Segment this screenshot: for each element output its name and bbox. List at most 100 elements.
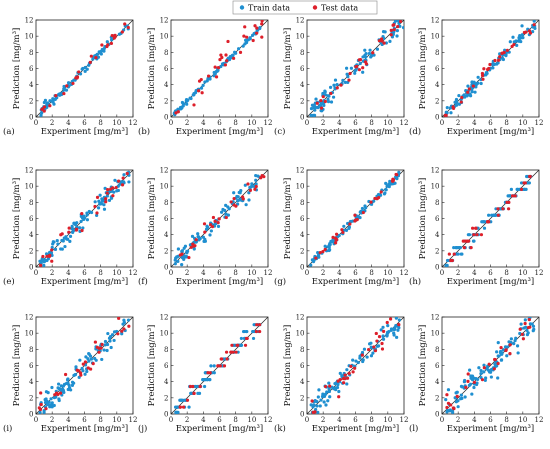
x-tick-label: 10 xyxy=(247,269,256,277)
train-point xyxy=(220,210,224,214)
train-point xyxy=(208,378,212,382)
train-point xyxy=(353,71,357,75)
train-point xyxy=(68,234,73,238)
test-point xyxy=(459,100,463,104)
train-point xyxy=(250,182,254,186)
test-point xyxy=(527,29,532,33)
test-point xyxy=(372,345,376,349)
y-tick-label: 2 xyxy=(29,247,33,255)
train-point xyxy=(316,253,321,257)
test-point xyxy=(65,84,69,88)
plot-area xyxy=(307,20,404,117)
y-tick-label: 0 xyxy=(300,264,304,272)
plot-area xyxy=(36,317,133,414)
test-point xyxy=(181,405,186,409)
train-point xyxy=(492,213,496,217)
y-tick-label: 12 xyxy=(25,314,34,322)
train-point xyxy=(212,70,216,75)
train-point xyxy=(456,399,460,403)
train-point xyxy=(372,199,376,203)
test-point xyxy=(523,181,527,185)
train-point xyxy=(85,218,90,222)
train-point xyxy=(51,99,55,103)
legend-test-marker xyxy=(312,5,318,10)
train-point xyxy=(199,86,204,90)
test-point xyxy=(185,398,190,402)
train-point xyxy=(311,113,315,117)
test-point xyxy=(349,364,353,368)
x-axis-label: Experiment [mg/m³] xyxy=(447,127,534,137)
train-point xyxy=(42,260,46,264)
y-tick-label: 4 xyxy=(164,81,169,89)
test-point xyxy=(389,33,393,37)
identity-line xyxy=(442,170,539,267)
train-point xyxy=(176,247,180,251)
y-tick-label: 4 xyxy=(435,378,440,386)
x-axis-label: Experiment [mg/m³] xyxy=(312,127,399,137)
test-point xyxy=(340,228,344,232)
train-point xyxy=(326,94,330,98)
test-point xyxy=(188,384,192,389)
test-point xyxy=(379,37,384,41)
x-tick-label: 4 xyxy=(66,119,71,127)
y-tick-label: 12 xyxy=(160,314,169,322)
train-point xyxy=(63,244,67,249)
test-point xyxy=(391,177,395,181)
train-point xyxy=(50,401,54,405)
test-point xyxy=(328,384,332,388)
test-point xyxy=(234,350,238,354)
test-point xyxy=(106,43,110,47)
test-point xyxy=(178,405,182,409)
train-point xyxy=(73,222,78,227)
train-point xyxy=(48,99,52,103)
test-point xyxy=(363,60,368,64)
x-tick-label: 0 xyxy=(34,119,38,127)
test-point xyxy=(507,200,511,204)
test-point xyxy=(510,194,515,198)
train-point xyxy=(482,220,486,224)
test-point xyxy=(206,371,210,375)
train-point xyxy=(401,26,404,30)
train-point xyxy=(470,392,474,396)
train-point xyxy=(318,404,322,408)
y-tick-label: 12 xyxy=(431,167,440,175)
train-point xyxy=(360,206,365,211)
test-point xyxy=(382,41,386,45)
test-point xyxy=(89,54,93,58)
x-tick-label: 12 xyxy=(535,119,544,127)
y-tick-label: 12 xyxy=(25,17,34,25)
train-point xyxy=(52,403,56,408)
test-point xyxy=(104,200,108,204)
train-point xyxy=(102,46,106,51)
test-point xyxy=(475,233,479,237)
train-point xyxy=(263,170,264,171)
train-point xyxy=(108,335,113,339)
train-point xyxy=(309,113,313,117)
x-tick-label: 8 xyxy=(369,269,373,277)
train-point xyxy=(241,44,245,48)
test-point xyxy=(480,74,485,78)
x-tick-label: 0 xyxy=(305,119,309,127)
x-tick-label: 4 xyxy=(337,119,342,127)
y-tick-label: 10 xyxy=(296,183,305,191)
train-point xyxy=(117,32,122,36)
train-point xyxy=(346,75,350,79)
train-point xyxy=(209,364,213,368)
y-tick-label: 8 xyxy=(435,346,439,354)
test-point xyxy=(191,384,195,389)
train-point xyxy=(395,28,399,33)
train-point xyxy=(203,371,207,375)
test-point xyxy=(208,223,213,227)
test-point xyxy=(357,68,361,72)
train-point xyxy=(254,178,258,182)
test-point xyxy=(518,327,522,331)
y-tick-label: 10 xyxy=(160,183,169,191)
train-point xyxy=(459,393,463,397)
test-point xyxy=(120,30,124,34)
train-point xyxy=(505,345,509,349)
test-point xyxy=(508,343,512,347)
y-tick-label: 0 xyxy=(300,114,304,122)
